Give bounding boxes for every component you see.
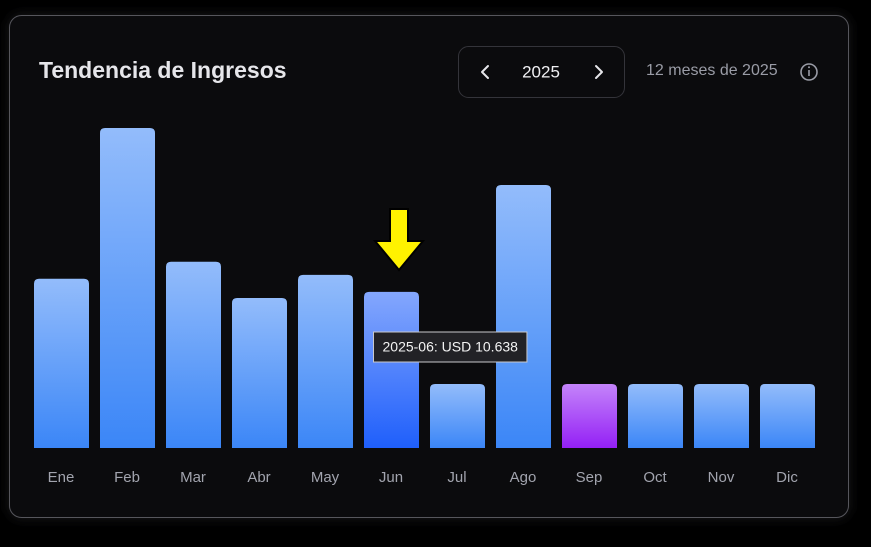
bar bbox=[430, 384, 485, 448]
bar bbox=[34, 278, 89, 448]
x-tick-label: Feb bbox=[114, 469, 140, 486]
x-tick-label: Oct bbox=[643, 469, 667, 486]
bar bbox=[232, 297, 287, 448]
bar bbox=[694, 384, 749, 448]
x-tick-label: Mar bbox=[180, 469, 206, 486]
year-label: 2025 bbox=[522, 62, 560, 81]
x-tick-label: Abr bbox=[247, 469, 270, 486]
x-tick-label: Nov bbox=[708, 469, 735, 486]
bar bbox=[496, 184, 551, 448]
bar bbox=[364, 291, 419, 448]
bar bbox=[100, 128, 155, 448]
bar bbox=[628, 384, 683, 448]
next-year-button[interactable] bbox=[595, 65, 603, 79]
x-tick-label: Jun bbox=[379, 469, 403, 486]
bar bbox=[166, 261, 221, 448]
bars: Ene Feb Mar Abr May Jun Jul Ago Sep Oct Nov Dic bbox=[34, 128, 815, 486]
x-tick-label: Dic bbox=[776, 469, 798, 486]
x-tick-label: Sep bbox=[576, 469, 603, 486]
bar bbox=[562, 384, 617, 448]
tooltip-layer: 2025-06: USD 10.638 bbox=[373, 331, 528, 363]
bar bbox=[298, 274, 353, 448]
x-tick-label: Jul bbox=[447, 469, 466, 486]
chart-title: Tendencia de Ingresos bbox=[39, 57, 287, 83]
x-tick-label: Ago bbox=[510, 469, 537, 486]
prev-year-button[interactable] bbox=[481, 65, 489, 79]
bar bbox=[760, 384, 815, 448]
info-icon[interactable] bbox=[800, 63, 818, 81]
highlight-arrow bbox=[372, 208, 426, 272]
x-tick-label: Ene bbox=[48, 469, 75, 486]
x-tick-label: May bbox=[311, 469, 340, 486]
year-selector bbox=[458, 46, 625, 98]
subtitle: 12 meses de 2025 bbox=[646, 62, 778, 79]
tooltip-text: 2025-06: USD 10.638 bbox=[383, 339, 519, 355]
tooltip-box bbox=[373, 331, 528, 363]
